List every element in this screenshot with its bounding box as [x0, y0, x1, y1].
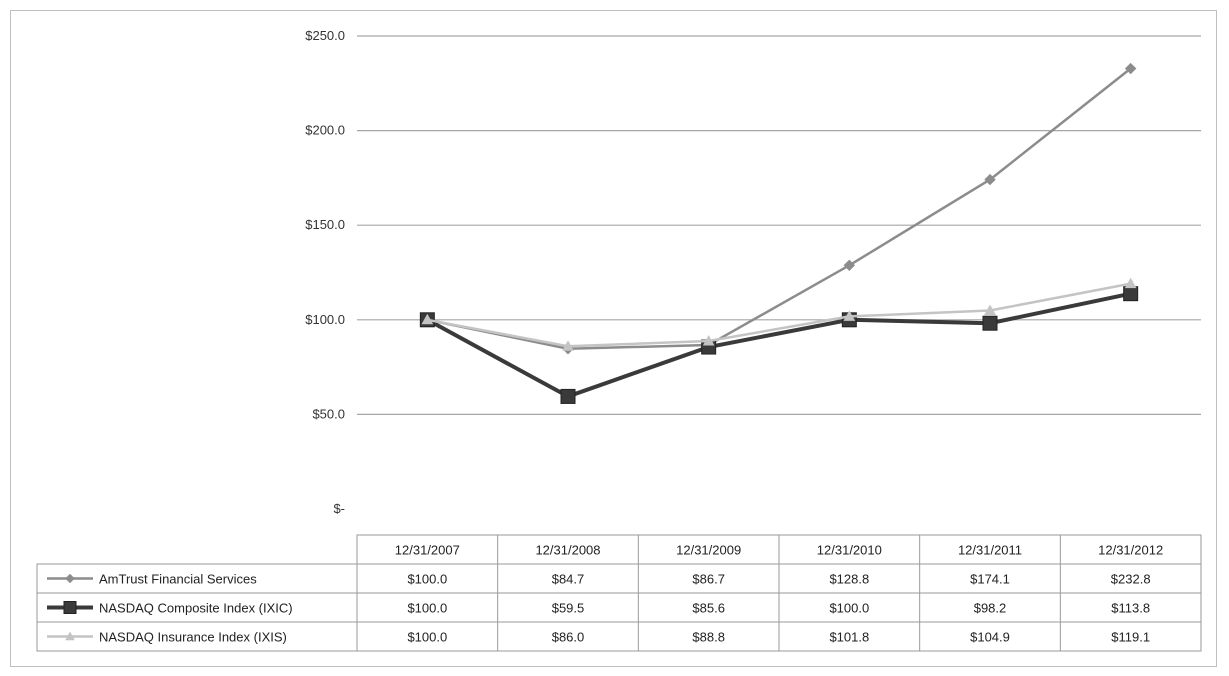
legend-entry: AmTrust Financial Services	[47, 572, 257, 587]
y-tick-label: $100.0	[305, 312, 345, 327]
series-marker	[843, 310, 856, 321]
data-label: $174.1	[970, 572, 1010, 587]
data-label: $101.8	[829, 630, 869, 645]
series-marker	[562, 340, 574, 351]
x-tick-label: 12/31/2007	[395, 543, 460, 558]
series-marker	[843, 259, 856, 272]
series-marker	[65, 573, 75, 584]
y-tick-label: $250.0	[305, 28, 345, 43]
series-marker	[63, 601, 77, 614]
series-marker	[1123, 286, 1139, 302]
data-label: $100.0	[829, 601, 869, 616]
gridlines	[357, 35, 1201, 415]
legend-label: NASDAQ Composite Index (IXIC)	[99, 601, 293, 616]
data-label: $100.0	[407, 572, 447, 587]
line-chart: $- $50.0 $100.0 $150.0 $200.0 $250.0 12/31/20…	[36, 28, 1202, 652]
legend-entry: NASDAQ Composite Index (IXIC)	[47, 601, 293, 616]
legend-label: NASDAQ Insurance Index (IXIS)	[99, 630, 287, 645]
series-line	[427, 282, 1131, 348]
data-label: $128.8	[829, 572, 869, 587]
legend-entry: NASDAQ Insurance Index (IXIS)	[47, 630, 287, 645]
data-label: $85.6	[692, 601, 725, 616]
data-label: $86.7	[692, 572, 725, 587]
series-line	[426, 291, 1132, 399]
series-lines	[419, 62, 1139, 404]
series-group	[421, 277, 1137, 351]
x-tick-label: 12/31/2010	[817, 543, 882, 558]
legend-label: AmTrust Financial Services	[99, 572, 257, 587]
series-marker	[982, 315, 998, 331]
series-group	[421, 62, 1137, 355]
y-tick-label: $150.0	[305, 217, 345, 232]
series-marker	[421, 313, 434, 325]
data-label: $86.0	[552, 630, 585, 645]
y-tick-label: $50.0	[312, 406, 345, 421]
data-label: $98.2	[974, 601, 1007, 616]
y-tick-label: $200.0	[305, 123, 345, 138]
data-label: $84.7	[552, 572, 585, 587]
y-tick-label: $-	[333, 501, 345, 516]
series-marker	[984, 173, 996, 186]
x-tick-label: 12/31/2011	[958, 543, 1022, 558]
series-marker	[984, 304, 996, 316]
x-tick-label: 12/31/2009	[676, 543, 741, 558]
data-label: $232.8	[1111, 572, 1151, 587]
data-label: $88.8	[692, 630, 725, 645]
y-axis-tick-labels: $- $50.0 $100.0 $150.0 $200.0 $250.0	[305, 28, 345, 516]
series-marker	[1124, 62, 1137, 75]
series-marker	[560, 388, 576, 404]
data-label: $100.0	[407, 630, 447, 645]
data-table: 12/31/2007 12/31/2008 12/31/2009 12/31/2010…	[36, 534, 1202, 652]
series-line	[427, 67, 1132, 350]
series-marker	[702, 334, 715, 346]
chart-frame: $- $50.0 $100.0 $150.0 $200.0 $250.0 12/31/20…	[10, 10, 1217, 667]
x-tick-label: 12/31/2008	[535, 543, 600, 558]
series-marker	[1124, 277, 1137, 289]
data-label: $104.9	[970, 630, 1010, 645]
data-label: $59.5	[552, 601, 585, 616]
data-label: $113.8	[1111, 601, 1150, 616]
x-tick-label: 12/31/2012	[1098, 543, 1163, 558]
series-marker	[65, 631, 75, 641]
data-label: $100.0	[407, 601, 447, 616]
data-label: $119.1	[1111, 630, 1150, 645]
